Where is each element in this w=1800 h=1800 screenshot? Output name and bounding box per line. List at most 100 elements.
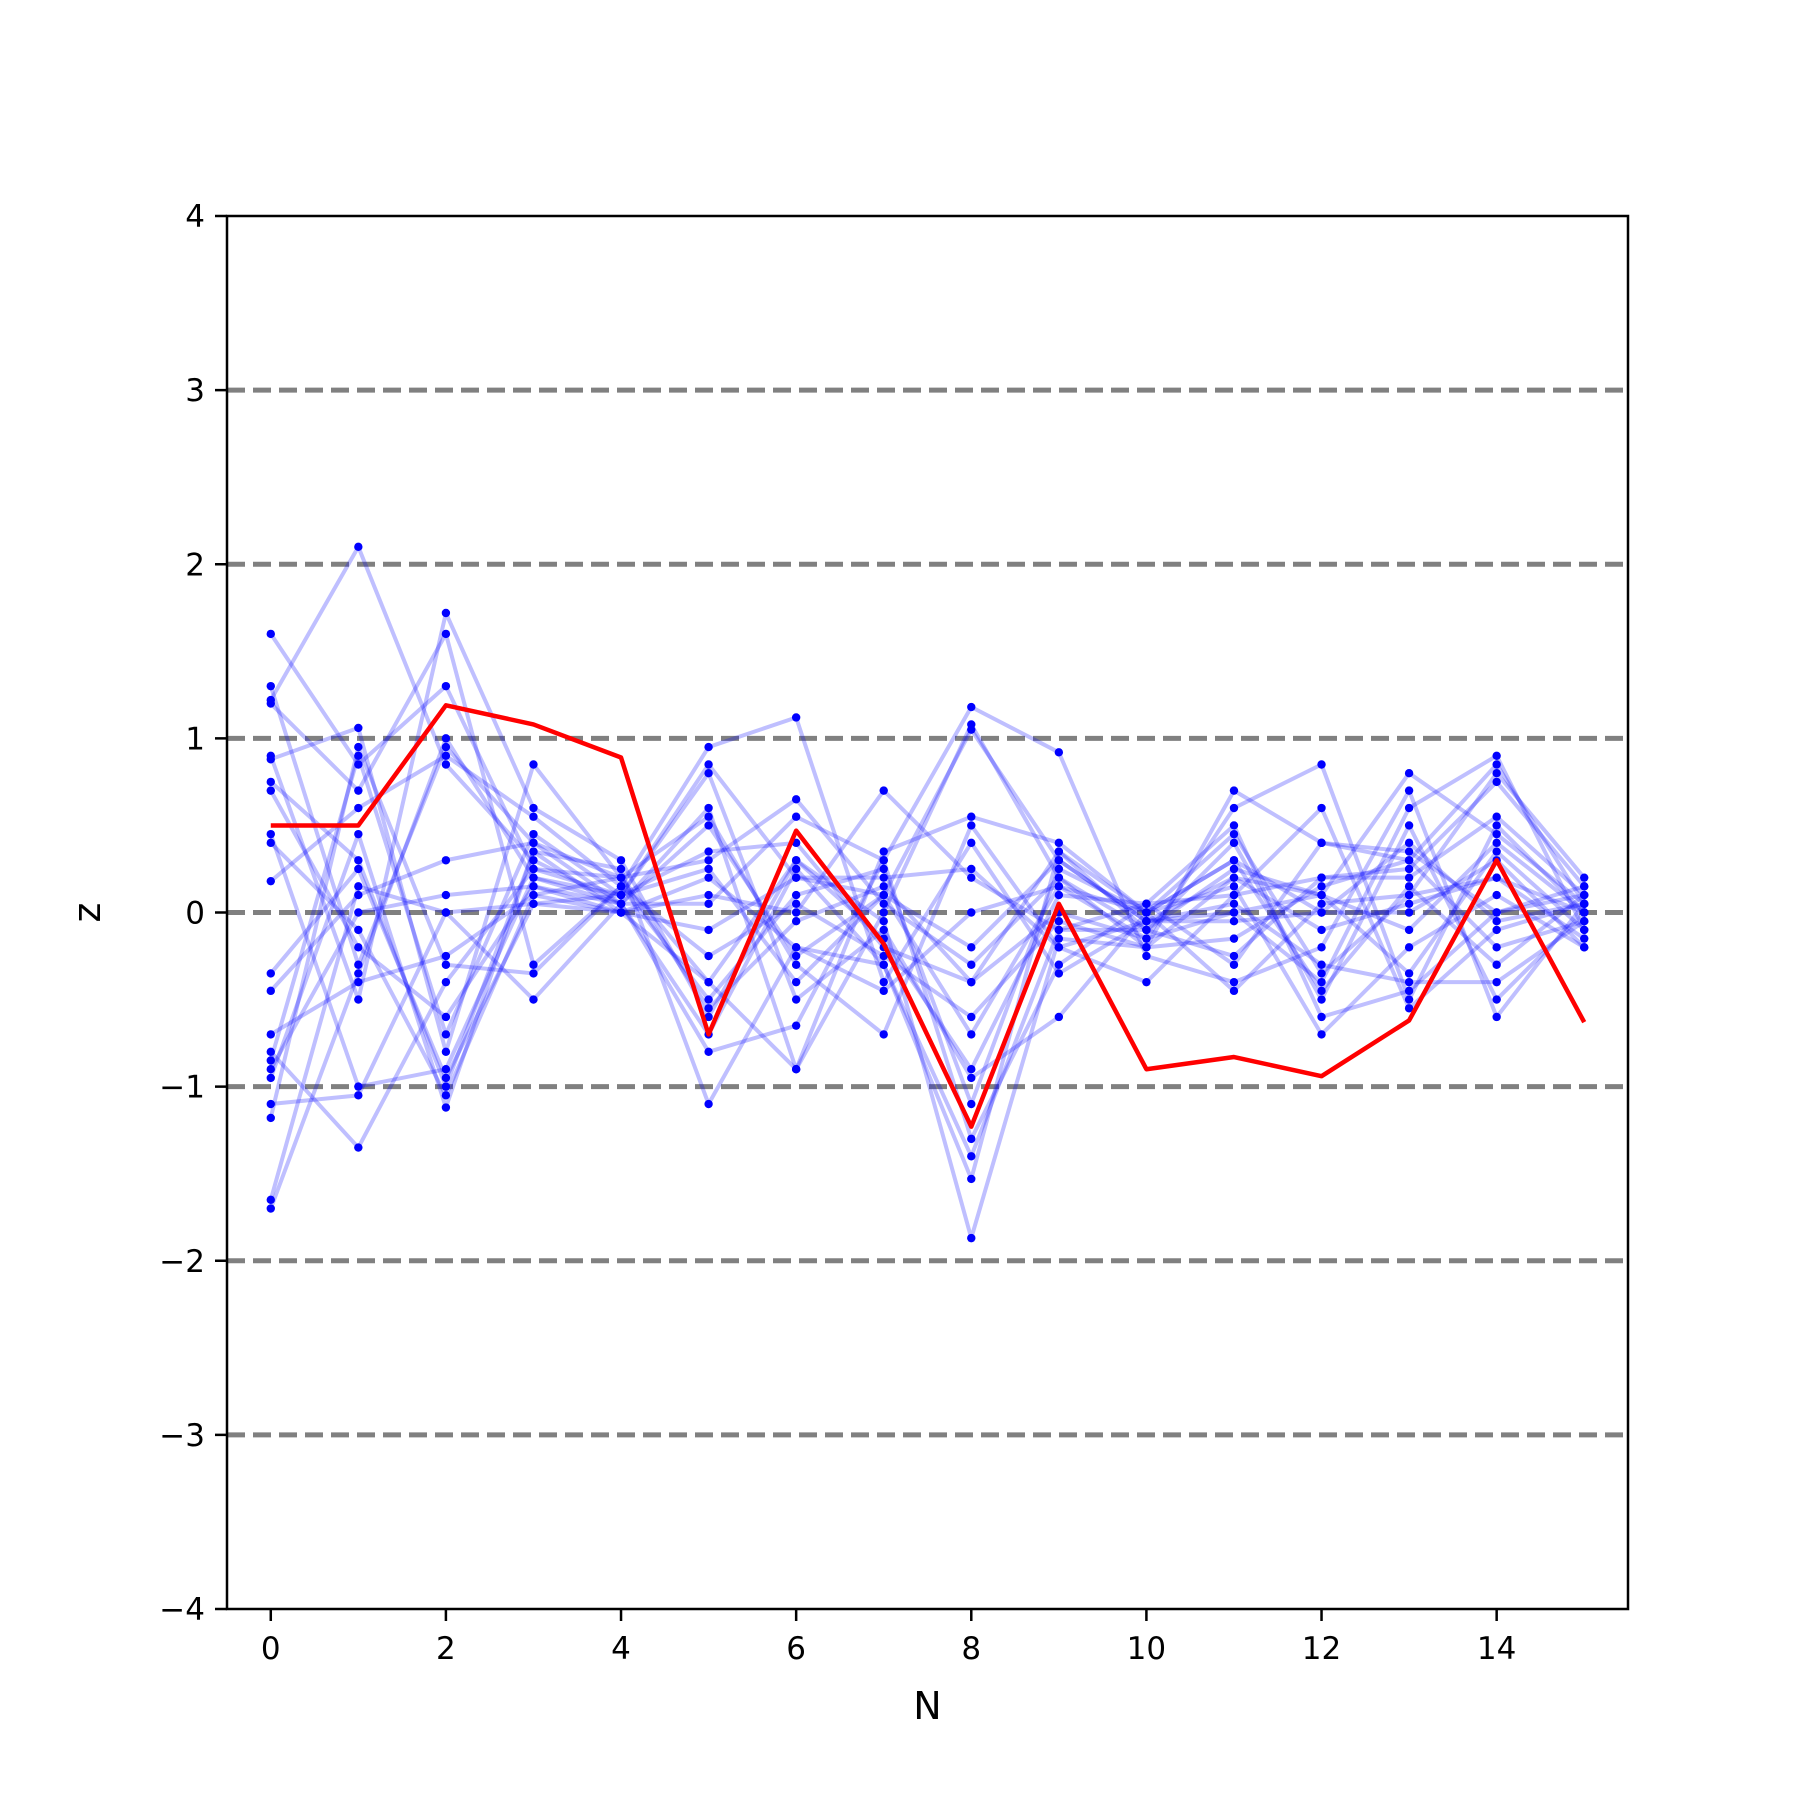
ensemble-point: [879, 951, 888, 961]
ensemble-point: [967, 873, 976, 882]
ensemble-point: [879, 856, 888, 865]
ensemble-point: [354, 723, 363, 733]
ensemble-point: [529, 760, 538, 769]
ensemble-point: [967, 1012, 976, 1022]
ensemble-point: [529, 838, 538, 848]
ensemble-point: [791, 1021, 801, 1030]
ensemble-point: [441, 751, 451, 760]
ensemble-point: [791, 1065, 801, 1074]
ensemble-point: [354, 760, 363, 769]
ensemble-point: [791, 812, 801, 821]
ensemble-point: [354, 1143, 363, 1152]
ensemble-point: [791, 856, 801, 865]
ensemble-line: [269, 705, 1586, 1054]
ensemble-point: [266, 699, 275, 708]
ensemble-point: [1229, 821, 1239, 830]
ensemble-point: [1142, 917, 1151, 926]
ensemble-point: [967, 1099, 976, 1109]
ensemble-point: [266, 876, 275, 886]
ensemble-point: [1229, 786, 1239, 795]
ensemble-point: [1404, 838, 1414, 848]
ensemble-point: [1054, 1012, 1064, 1022]
ensemble-point: [354, 995, 363, 1004]
ensemble-point: [441, 734, 451, 743]
ensemble-point: [616, 856, 626, 865]
ensemble-point: [879, 890, 888, 900]
ensemble-point: [791, 873, 801, 882]
ensemble-point: [354, 751, 363, 760]
ensemble-point: [1054, 925, 1064, 935]
ensemble-point: [354, 977, 363, 987]
ensemble-point: [441, 1065, 451, 1074]
x-tick-label: 14: [1477, 1631, 1516, 1667]
ensemble-point: [1317, 838, 1326, 848]
ensemble-point: [1492, 777, 1501, 787]
y-axis-label: z: [65, 903, 109, 923]
ensemble-point: [791, 899, 801, 908]
ensemble-point: [967, 960, 976, 969]
ensemble-point: [354, 890, 363, 900]
ensemble-point: [1317, 943, 1326, 952]
ensemble-point: [354, 1091, 363, 1100]
ensemble-series: [266, 542, 1589, 1243]
ensemble-point: [1317, 890, 1326, 900]
ensemble-line: [269, 779, 1586, 1141]
ensemble-point: [529, 995, 538, 1004]
ensemble-point: [441, 1103, 451, 1112]
y-tick-label: −3: [159, 1418, 205, 1454]
ensemble-point: [529, 960, 538, 969]
ensemble-point: [266, 986, 275, 996]
ensemble-point: [1492, 760, 1501, 769]
ensemble-point: [1229, 803, 1239, 813]
ensemble-point: [529, 890, 538, 900]
ensemble-point: [967, 864, 976, 874]
y-tick-label: 2: [185, 547, 205, 583]
ensemble-point: [791, 995, 801, 1004]
ensemble-point: [354, 943, 363, 952]
ensemble-point: [1404, 873, 1414, 882]
highlight-line: [270, 703, 1587, 1129]
ensemble-series-11: [266, 821, 1589, 1184]
y-tick-label: 1: [185, 721, 205, 757]
ensemble-point: [1580, 908, 1589, 917]
ensemble-point: [704, 760, 713, 769]
ensemble-line: [269, 632, 1586, 924]
ensemble-point: [704, 873, 713, 882]
ensemble-point: [704, 1047, 713, 1057]
ensemble-point: [1142, 943, 1151, 952]
ensemble-point: [879, 873, 888, 882]
ensemble-point: [1317, 977, 1326, 987]
ensemble-point: [616, 882, 626, 891]
ensemble-point: [1229, 899, 1239, 908]
ensemble-point: [441, 629, 451, 639]
x-tick-label: 8: [961, 1631, 981, 1667]
ensemble-point: [1054, 960, 1064, 969]
ensemble-point: [704, 1012, 713, 1022]
ensemble-point: [441, 908, 451, 917]
ensemble-point: [266, 969, 275, 978]
ensemble-point: [529, 812, 538, 821]
ensemble-line: [269, 780, 1586, 1089]
ensemble-point: [354, 882, 363, 891]
ensemble-point: [1317, 1030, 1326, 1039]
ensemble-point: [1492, 873, 1501, 882]
ensemble-point: [1492, 769, 1501, 778]
ensemble-line: [268, 858, 1586, 1201]
ensemble-point: [967, 1065, 976, 1074]
ensemble-point: [704, 742, 713, 752]
ensemble-point: [1142, 951, 1151, 961]
ensemble-line: [268, 745, 1586, 1119]
ensemble-point: [441, 1030, 451, 1039]
ensemble-point: [266, 755, 275, 764]
ensemble-point: [791, 795, 801, 804]
ensemble-point: [1492, 995, 1501, 1004]
ensemble-point: [1404, 969, 1414, 978]
ensemble-point: [1492, 829, 1501, 839]
ensemble-point: [1142, 899, 1151, 908]
ensemble-point: [266, 1204, 275, 1213]
ensemble-line: [270, 725, 1585, 1054]
ensemble-point: [1492, 890, 1501, 900]
ensemble-point: [1317, 803, 1326, 813]
ensemble-point: [266, 829, 275, 839]
ensemble-point: [441, 760, 451, 769]
